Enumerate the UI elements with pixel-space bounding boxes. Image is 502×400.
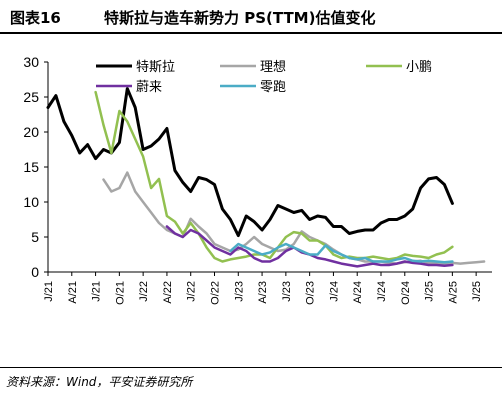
x-tick-label: A/23 <box>257 281 269 304</box>
figure-header: 图表16 特斯拉与造车新势力 PS(TTM)估值变化 <box>0 0 502 34</box>
footer-rule <box>0 367 502 368</box>
chart-axes: 0 5 10 15 20 25 30 J/21 A/21 J/21 O/21 J/22 A/22 J/22… <box>23 54 492 305</box>
x-tick-label: J/23 <box>281 281 293 302</box>
x-tick-label: J/22 <box>138 281 150 302</box>
y-tick-label: 10 <box>23 194 39 210</box>
x-tick-label: O/21 <box>114 281 126 305</box>
x-tick-label: J/23 <box>233 281 245 302</box>
x-tick-label: A/24 <box>352 281 364 304</box>
y-tick-label: 5 <box>31 229 39 245</box>
y-tick-label: 0 <box>31 264 39 280</box>
x-tick-label: J/21 <box>91 281 103 302</box>
chart-series <box>46 87 486 268</box>
series-line-1 <box>46 87 454 238</box>
series-line-5 <box>229 242 454 264</box>
y-tick-label: 15 <box>23 159 39 175</box>
x-tick-label: A/21 <box>67 281 79 304</box>
x-tick-label: J/22 <box>186 281 198 302</box>
x-tick-label: J/25 <box>424 281 436 302</box>
x-tick-label: O/24 <box>400 281 412 305</box>
legend-label-5: 零跑 <box>260 79 286 94</box>
x-tick-label: A/22 <box>162 281 174 304</box>
y-tick-label: 20 <box>23 124 39 140</box>
series-line-3 <box>94 90 454 263</box>
x-tick-label: J/21 <box>43 281 55 302</box>
x-tick-label: J/24 <box>328 281 340 302</box>
header-rule <box>0 32 502 34</box>
x-tick-label: O/22 <box>210 281 222 305</box>
legend-label-1: 特斯拉 <box>136 59 175 74</box>
source-note: 资料来源：Wind，平安证券研究所 <box>6 375 193 389</box>
line-chart: 0 5 10 15 20 25 30 J/21 A/21 J/21 O/21 J/22 A/22 J/22… <box>23 54 492 305</box>
figure-label: 图表16 <box>10 9 61 27</box>
x-tick-label: O/23 <box>305 281 317 305</box>
x-tick-label: J/24 <box>376 281 388 302</box>
legend-label-2: 理想 <box>260 59 286 74</box>
x-tick-label: A/25 <box>447 281 459 304</box>
y-tick-label: 30 <box>23 54 39 70</box>
legend-label-3: 小鹏 <box>406 59 432 74</box>
legend-label-4: 蔚来 <box>136 79 162 94</box>
x-tick-label: J/25 <box>471 281 483 302</box>
y-tick-label: 25 <box>23 89 39 105</box>
figure-title: 特斯拉与造车新势力 PS(TTM)估值变化 <box>104 9 376 27</box>
